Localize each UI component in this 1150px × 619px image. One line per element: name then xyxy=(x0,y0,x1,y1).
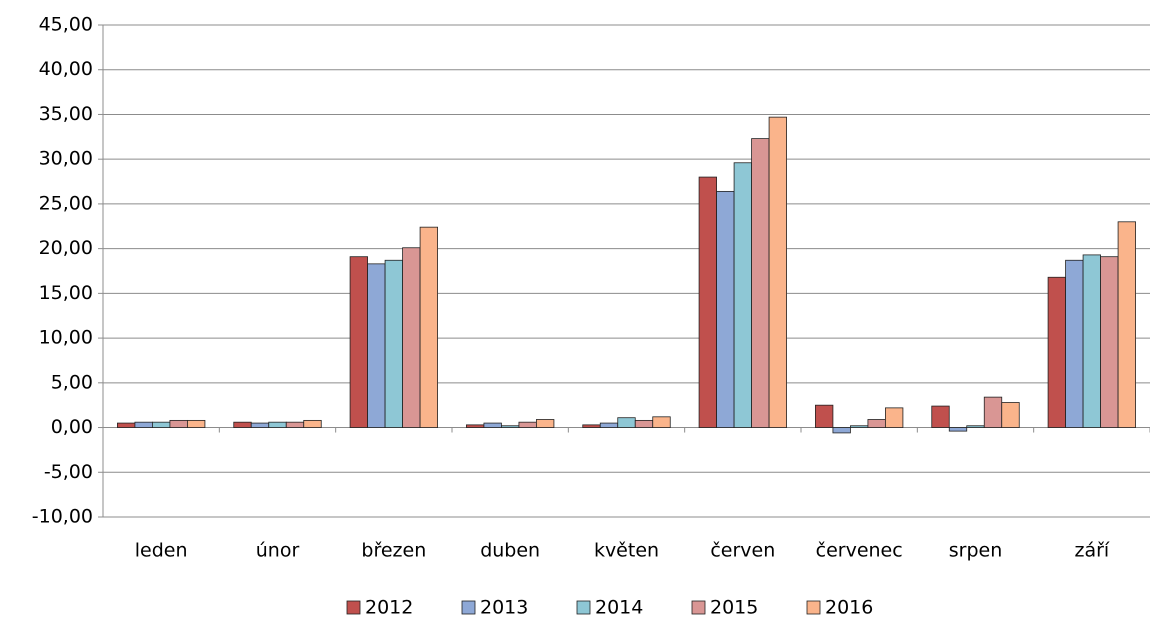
y-tick-label: 45,00 xyxy=(39,14,93,36)
bar xyxy=(402,247,421,428)
bar xyxy=(832,427,851,434)
y-tick-label: -10,00 xyxy=(32,506,93,528)
bar xyxy=(518,421,537,428)
x-tick-label: září xyxy=(1074,540,1109,562)
bar xyxy=(501,425,520,428)
y-tick-label: 20,00 xyxy=(39,237,93,259)
y-tick-label: 10,00 xyxy=(39,327,93,349)
legend-swatch xyxy=(806,600,821,615)
bar xyxy=(466,424,485,428)
legend-label: 2012 xyxy=(365,597,413,619)
bar xyxy=(885,407,904,428)
bar xyxy=(698,176,717,428)
bar xyxy=(1065,259,1084,428)
legend-swatch xyxy=(576,600,591,615)
y-tick-label: -5,00 xyxy=(44,461,93,483)
bar xyxy=(1001,402,1020,428)
bar xyxy=(268,421,287,428)
y-tick-label: 15,00 xyxy=(39,282,93,304)
x-tick-label: únor xyxy=(256,540,300,562)
bar xyxy=(1082,254,1101,428)
bar xyxy=(152,421,171,428)
legend-label: 2013 xyxy=(480,597,528,619)
bar xyxy=(582,424,601,428)
x-tick-label: duben xyxy=(480,540,540,562)
x-tick-label: srpen xyxy=(949,540,1003,562)
x-tick-label: květen xyxy=(594,540,659,562)
x-tick-label: červen xyxy=(710,540,775,562)
bar xyxy=(1117,221,1136,428)
bar xyxy=(599,422,619,428)
legend-label: 2014 xyxy=(595,597,643,619)
bar xyxy=(349,256,368,428)
bar xyxy=(716,190,735,428)
y-tick-label: 25,00 xyxy=(39,192,93,214)
x-tick-label: březen xyxy=(361,540,426,562)
y-tick-label: 0,00 xyxy=(51,416,93,438)
legend-label: 2015 xyxy=(710,597,758,619)
bar xyxy=(250,422,270,428)
bar xyxy=(483,422,502,428)
legend-label: 2016 xyxy=(825,597,873,619)
bar xyxy=(117,422,136,428)
bar xyxy=(419,226,438,428)
bar xyxy=(815,404,834,428)
legend-swatch xyxy=(461,600,476,615)
y-tick-label: 5,00 xyxy=(51,371,93,393)
bar xyxy=(384,259,403,428)
bar xyxy=(850,425,869,428)
bar xyxy=(931,405,950,428)
y-tick-label: 40,00 xyxy=(39,58,93,80)
bar xyxy=(303,419,322,428)
bar xyxy=(652,416,671,428)
bar xyxy=(367,263,386,428)
x-tick-label: červenec xyxy=(816,540,903,562)
bar xyxy=(233,421,252,428)
legend-swatch xyxy=(691,600,706,615)
bar xyxy=(751,138,770,428)
bar xyxy=(536,419,555,428)
bar xyxy=(733,162,752,428)
bar xyxy=(617,417,636,428)
bar xyxy=(134,421,153,428)
bar xyxy=(1047,276,1066,428)
y-tick-label: 35,00 xyxy=(39,103,93,125)
bar xyxy=(983,396,1003,428)
bar xyxy=(1100,256,1119,428)
bar xyxy=(634,419,654,428)
bar xyxy=(867,419,886,428)
legend-swatch xyxy=(346,600,361,615)
bar xyxy=(768,116,787,428)
x-tick-label: leden xyxy=(135,540,188,562)
y-tick-label: 30,00 xyxy=(39,148,93,170)
bar xyxy=(285,421,305,428)
bar xyxy=(948,427,968,432)
bar xyxy=(187,419,206,428)
bar xyxy=(966,425,985,428)
bar xyxy=(169,419,188,428)
